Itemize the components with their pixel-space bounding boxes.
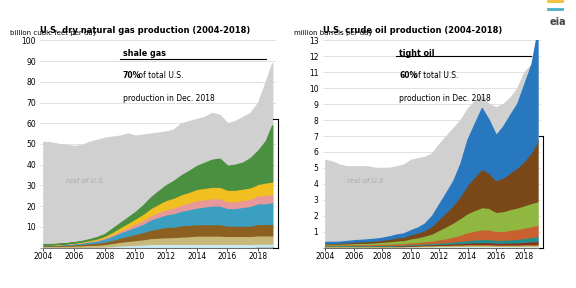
Text: shale gas: shale gas xyxy=(123,49,166,58)
Text: rest of U.S.: rest of U.S. xyxy=(66,178,105,184)
Text: U.S. dry natural gas production (2004-2018): U.S. dry natural gas production (2004-20… xyxy=(40,26,251,35)
Text: production in Dec. 2018: production in Dec. 2018 xyxy=(399,94,491,103)
Text: production in Dec. 2018: production in Dec. 2018 xyxy=(123,94,215,103)
Text: million barrels per day: million barrels per day xyxy=(294,30,373,36)
Text: U.S. crude oil production (2004-2018): U.S. crude oil production (2004-2018) xyxy=(323,26,502,35)
Text: tight oil: tight oil xyxy=(399,49,435,58)
Text: eia: eia xyxy=(550,17,567,27)
Text: billion cubic feet per day: billion cubic feet per day xyxy=(10,30,96,36)
Text: 60%: 60% xyxy=(399,71,417,80)
Text: rest of U.S.: rest of U.S. xyxy=(347,178,385,184)
Text: 70%: 70% xyxy=(123,71,141,80)
Text: of total U.S.: of total U.S. xyxy=(411,71,458,80)
Text: of total U.S.: of total U.S. xyxy=(136,71,183,80)
